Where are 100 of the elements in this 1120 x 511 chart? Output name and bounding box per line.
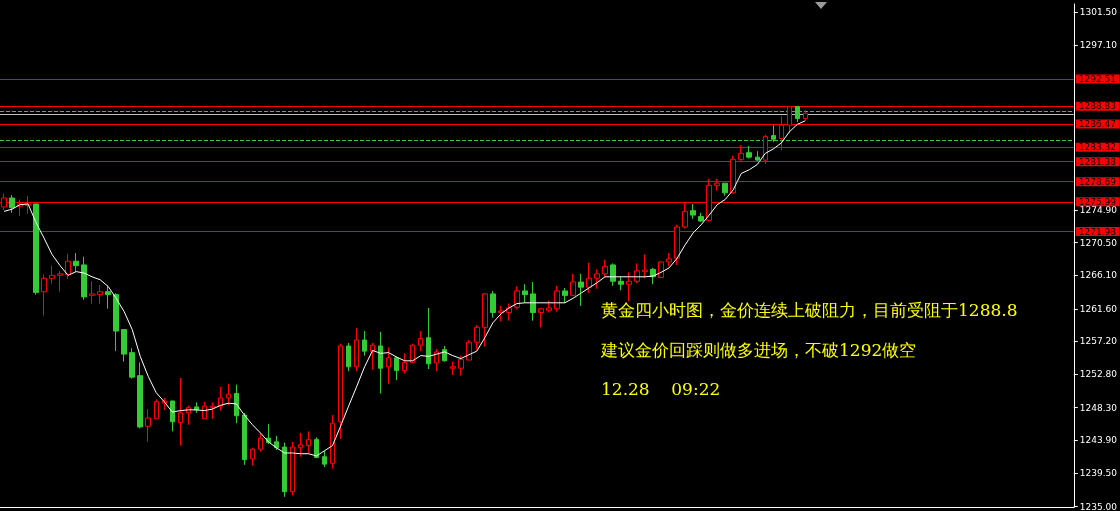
candlestick bbox=[722, 182, 728, 197]
ref-line-label: 1286.47 bbox=[1078, 118, 1116, 129]
candlestick bbox=[113, 292, 119, 352]
candlestick bbox=[9, 194, 15, 214]
candlestick bbox=[226, 383, 231, 406]
candlestick bbox=[418, 330, 423, 352]
candlestick bbox=[290, 441, 295, 496]
candlestick bbox=[626, 271, 632, 302]
candlestick bbox=[618, 276, 624, 291]
candlestick bbox=[121, 329, 127, 363]
y-tick-label: 1261.60 bbox=[1079, 303, 1118, 314]
candlestick bbox=[530, 281, 536, 322]
candlestick bbox=[426, 307, 431, 370]
candlestick bbox=[386, 346, 391, 385]
y-tick-label: 1297.10 bbox=[1079, 39, 1118, 50]
candlestick bbox=[362, 330, 367, 357]
candlestick bbox=[755, 150, 760, 162]
ref-line-label: 1283.32 bbox=[1078, 142, 1116, 153]
candlestick bbox=[65, 253, 71, 280]
candlestick bbox=[634, 262, 640, 284]
candlestick bbox=[690, 203, 696, 220]
y-tick-label: 1248.30 bbox=[1079, 402, 1118, 413]
y-tick-label: 1243.90 bbox=[1079, 435, 1118, 446]
candlestick bbox=[298, 432, 303, 458]
candlestick bbox=[137, 361, 143, 429]
annotation: 黄金四小时图，金价连续上破阻力，目前受阻于1288.8 bbox=[601, 299, 1018, 320]
ref-line-label: 1292.51 bbox=[1078, 74, 1116, 84]
candlestick bbox=[89, 280, 95, 305]
candlestick bbox=[81, 256, 87, 301]
candlestick bbox=[546, 300, 552, 313]
candlestick bbox=[466, 339, 472, 361]
candlestick bbox=[154, 398, 159, 420]
candlestick bbox=[514, 285, 520, 311]
candlestick bbox=[242, 412, 247, 466]
candlestick bbox=[410, 343, 415, 364]
candlestick bbox=[610, 262, 616, 287]
y-tick-label: 1239.50 bbox=[1079, 468, 1118, 479]
candlestick bbox=[330, 414, 335, 470]
candlestick bbox=[450, 361, 456, 376]
y-tick-label: 1252.80 bbox=[1079, 369, 1118, 380]
candlestick bbox=[354, 327, 359, 372]
candlestick bbox=[258, 433, 263, 452]
candlestick bbox=[594, 268, 600, 290]
candlestick bbox=[49, 265, 55, 284]
ref-line-label: 1271.98 bbox=[1078, 226, 1117, 237]
candlestick bbox=[803, 109, 808, 121]
candlestick bbox=[210, 401, 215, 420]
candlestick bbox=[282, 442, 287, 498]
candlestick bbox=[378, 331, 383, 395]
candlestick bbox=[578, 273, 584, 307]
candlestick bbox=[506, 303, 512, 322]
candlestick bbox=[434, 348, 439, 372]
candlestick bbox=[402, 352, 407, 374]
candlestick bbox=[698, 212, 704, 223]
candlestick bbox=[586, 262, 592, 294]
candlestick bbox=[642, 254, 648, 279]
candlestick bbox=[170, 400, 175, 432]
candlestick bbox=[490, 290, 496, 319]
candlestick bbox=[33, 203, 39, 296]
candlestick bbox=[346, 342, 351, 372]
ref-line-label: 1288.83 bbox=[1078, 101, 1116, 112]
candlestick bbox=[178, 377, 183, 447]
ref-line-label: 1278.69 bbox=[1078, 176, 1117, 187]
candlestick bbox=[250, 447, 255, 467]
candlestick bbox=[538, 307, 544, 328]
annotation: 12.28 09:22 bbox=[601, 378, 721, 399]
candlestick bbox=[474, 324, 480, 351]
candlestick bbox=[746, 145, 752, 160]
annotation: 建议金价回踩则做多进场，不破1292做空 bbox=[600, 339, 917, 360]
y-tick-label: 1274.90 bbox=[1079, 204, 1118, 215]
candlestick bbox=[234, 384, 239, 424]
candlestick bbox=[73, 252, 79, 273]
candlestick bbox=[129, 347, 135, 380]
candlestick bbox=[202, 401, 207, 420]
candlestick bbox=[458, 355, 464, 377]
candlestick bbox=[394, 355, 399, 381]
candlestick bbox=[570, 273, 576, 296]
candlestick bbox=[97, 284, 103, 305]
candlestick bbox=[306, 430, 311, 454]
candlestick bbox=[666, 252, 672, 267]
y-tick-label: 1257.20 bbox=[1079, 336, 1118, 347]
candlestick bbox=[338, 343, 343, 440]
candlestick bbox=[41, 274, 47, 316]
y-tick-label: 1270.50 bbox=[1079, 237, 1118, 248]
ref-line-label: 1281.38 bbox=[1078, 156, 1117, 167]
candlestick bbox=[522, 283, 528, 304]
ref-line-label: 1275.99 bbox=[1078, 196, 1117, 207]
candlestick bbox=[105, 285, 111, 310]
candlestick bbox=[370, 342, 375, 371]
candlestick bbox=[554, 285, 560, 313]
candlestick bbox=[562, 287, 568, 304]
y-tick-label: 1266.10 bbox=[1079, 270, 1118, 281]
line-series bbox=[3, 120, 806, 457]
candlestick bbox=[314, 436, 319, 459]
y-tick-label: 1235.00 bbox=[1079, 501, 1118, 511]
candlestick bbox=[145, 408, 151, 443]
candlestick bbox=[322, 450, 327, 468]
candlestick bbox=[57, 270, 63, 293]
candlestick bbox=[218, 386, 223, 412]
candlestick bbox=[274, 435, 279, 451]
